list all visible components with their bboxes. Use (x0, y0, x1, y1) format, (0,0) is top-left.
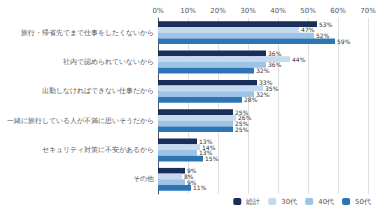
svg-text:9%: 9% (187, 167, 197, 175)
svg-text:70%: 70% (360, 7, 376, 15)
svg-text:26%: 26% (238, 114, 252, 122)
svg-text:25%: 25% (235, 126, 249, 133)
svg-text:13%: 13% (199, 149, 213, 157)
svg-text:59%: 59% (337, 38, 351, 45)
svg-text:25%: 25% (235, 108, 249, 116)
svg-text:その他: その他 (133, 175, 154, 183)
svg-text:33%: 33% (259, 79, 273, 87)
svg-text:60%: 60% (330, 7, 346, 15)
svg-text:8%: 8% (184, 173, 194, 180)
svg-text:30代: 30代 (281, 198, 297, 206)
svg-text:11%: 11% (193, 184, 207, 191)
svg-text:50%: 50% (300, 7, 316, 15)
svg-text:52%: 52% (316, 32, 330, 39)
svg-text:出勤しなければできない仕事だから: 出勤しなければできない仕事だから (42, 87, 154, 95)
svg-text:40%: 40% (270, 7, 286, 15)
svg-text:50代: 50代 (355, 198, 371, 206)
svg-text:一緒に旅行している人が不満に思いそうだから: 一緒に旅行している人が不満に思いそうだから (7, 117, 154, 125)
svg-text:20%: 20% (210, 7, 226, 15)
svg-text:セキュリティ対策に不安があるから: セキュリティ対策に不安があるから (42, 146, 154, 154)
svg-text:30%: 30% (240, 7, 256, 15)
svg-text:総計: 総計 (245, 198, 260, 206)
svg-text:32%: 32% (256, 67, 270, 74)
svg-text:28%: 28% (244, 96, 258, 103)
svg-text:40代: 40代 (318, 198, 334, 206)
svg-text:13%: 13% (199, 137, 213, 145)
svg-text:44%: 44% (292, 56, 306, 63)
svg-text:36%: 36% (268, 61, 282, 68)
svg-text:35%: 35% (265, 85, 279, 92)
svg-text:36%: 36% (268, 50, 282, 57)
svg-text:9%: 9% (187, 178, 197, 186)
svg-text:47%: 47% (301, 26, 315, 33)
svg-text:旅行・帰省先でまで仕事をしたくないから: 旅行・帰省先でまで仕事をしたくないから (21, 29, 154, 37)
svg-text:25%: 25% (235, 120, 249, 127)
svg-text:0%: 0% (152, 7, 163, 15)
svg-text:53%: 53% (319, 21, 333, 28)
svg-text:32%: 32% (256, 91, 270, 98)
svg-text:社内で認められていないから: 社内で認められていないから (63, 58, 154, 66)
svg-text:14%: 14% (202, 143, 216, 151)
svg-text:10%: 10% (180, 7, 196, 15)
svg-text:15%: 15% (205, 155, 219, 162)
